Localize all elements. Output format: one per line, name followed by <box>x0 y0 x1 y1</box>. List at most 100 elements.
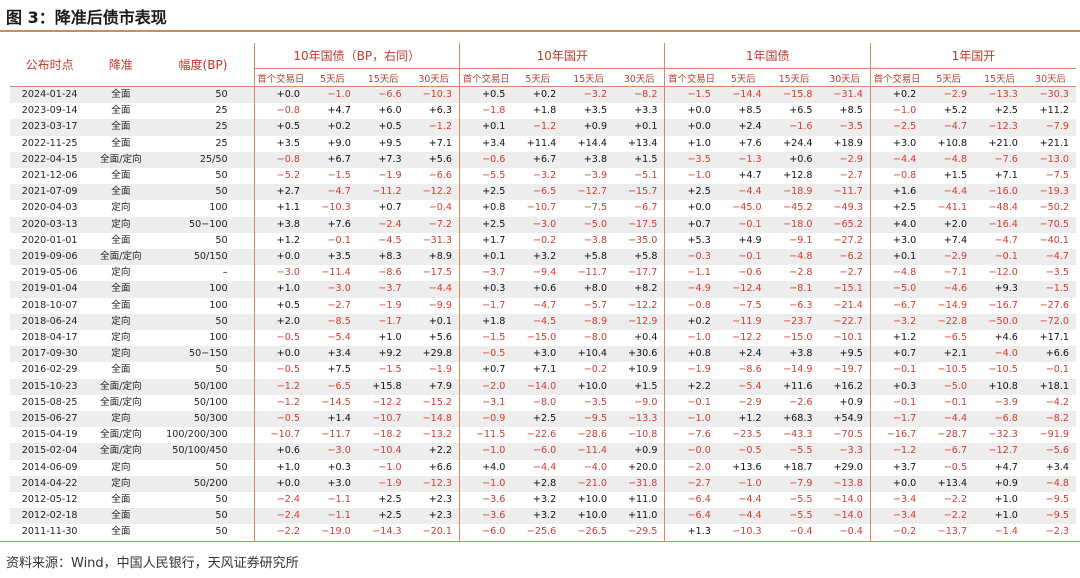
sub-header-cell: 30天后 <box>819 68 871 87</box>
size-cell: 50 <box>152 313 255 331</box>
value-cell: −0.3 <box>664 249 718 266</box>
value-cell: −2.7 <box>839 170 863 182</box>
size-cell: 50/150 <box>152 249 255 266</box>
value-cell: −1.5 <box>664 86 718 104</box>
value-cell: +1.0 <box>253 459 307 476</box>
value-cell: +5.8 <box>563 249 615 266</box>
value-cell: −10.5 <box>937 364 968 376</box>
value-cell: −0.1 <box>1045 364 1069 376</box>
value-cell: −10.3 <box>732 526 762 538</box>
value-cell: −1.2 <box>512 119 564 136</box>
value-cell: −3.0 <box>512 216 564 233</box>
value-cell: −6.0 <box>458 524 513 541</box>
table-row: 2016-02-29 全面 50 −0.5 +7.5 −1.5 −1.9 +0.7 +7.1 −0… <box>10 362 1076 379</box>
value-cell: +0.9 <box>563 119 615 136</box>
sub-header-cell: 30天后 <box>1024 68 1076 87</box>
date-cell: 2018-06-24 <box>10 313 90 331</box>
value-cell: −17.7 <box>628 267 658 279</box>
value-cell: −3.2 <box>563 86 615 104</box>
date-cell: 2012-02-18 <box>10 508 90 525</box>
value-cell: −2.4 <box>357 216 409 233</box>
type-cell: 全面/定向 <box>89 151 153 169</box>
size-cell: 25 <box>152 119 255 136</box>
value-cell: −7.6 <box>664 427 718 444</box>
date-cell: 2012-05-12 <box>21 494 78 506</box>
value-cell: −4.8 <box>923 151 975 169</box>
value-cell: −31.3 <box>422 234 452 246</box>
value-cell: −5.2 <box>253 168 307 185</box>
date-cell: 2014-06-09 <box>21 461 78 473</box>
value-cell: +3.4 <box>306 346 358 363</box>
value-cell: +0.0 <box>253 249 307 266</box>
value-cell: +0.5 <box>253 297 307 314</box>
value-cell: +2.0 <box>923 216 975 233</box>
value-cell: +9.3 <box>974 281 1025 298</box>
value-cell: −1.1 <box>664 265 718 282</box>
value-cell: −31.4 <box>819 86 871 104</box>
value-cell: +2.7 <box>253 184 307 201</box>
type-cell: 全面 <box>111 137 131 149</box>
sub-header-cell: 5天后 <box>306 68 358 87</box>
value-cell: −49.3 <box>833 202 863 214</box>
value-cell: −1.9 <box>378 170 402 182</box>
value-cell: +0.3 <box>458 281 513 298</box>
sub-header-cell: 5天后 <box>512 68 564 87</box>
sub-header-cell: 首个交易日 <box>458 68 513 87</box>
table-row: 2022-04-15 全面/定向 25/50 −0.8 +6.7 +7.3 +5.6 −0.6… <box>10 151 1076 169</box>
value-cell: −3.7 <box>458 265 513 282</box>
value-cell: −6.5 <box>943 332 968 344</box>
table-row: 2012-02-18 全面 50 −2.4 −1.1 +2.5 +2.3 −3.6 +3.2 +1… <box>10 508 1076 525</box>
value-cell: −12.2 <box>732 332 762 344</box>
value-cell: +54.9 <box>819 411 871 428</box>
table-row: 2022-11-25 全面 25 +3.5 +9.0 +9.5 +7.1 +3.4 +11.4 +… <box>10 135 1076 152</box>
date-cell: 2019-09-06 <box>10 249 90 266</box>
value-cell: −8.9 <box>563 313 615 331</box>
value-cell: −2.3 <box>1045 526 1069 538</box>
value-cell: −1.4 <box>994 526 1018 538</box>
date-cell: 2021-07-09 <box>10 184 90 201</box>
value-cell: +7.6 <box>738 137 762 149</box>
value-cell: +11.2 <box>1039 105 1069 117</box>
value-cell: −32.3 <box>988 429 1018 441</box>
value-cell: −0.1 <box>717 216 769 233</box>
value-cell: +68.3 <box>768 411 820 428</box>
value-cell: −0.8 <box>664 297 718 314</box>
value-cell: +7.5 <box>327 364 351 376</box>
table-row: 2018-06-24 定向 50 +2.0 −8.5 −1.7 +0.1 +1.8 −4.5 −8… <box>10 313 1076 331</box>
value-cell: −16.7 <box>988 299 1018 311</box>
value-cell: +0.5 <box>357 119 409 136</box>
header-group-10y-cgb: 10年国债（BP，右同） <box>253 43 460 69</box>
value-cell: +0.1 <box>614 119 665 136</box>
value-cell: +3.8 <box>253 216 307 233</box>
value-cell: −10.7 <box>357 411 409 428</box>
value-cell: −0.1 <box>664 394 718 412</box>
value-cell: −2.7 <box>839 267 863 279</box>
value-cell: +15.8 <box>357 378 409 395</box>
value-cell: +18.7 <box>783 461 813 473</box>
value-cell: −12.9 <box>614 313 665 331</box>
value-cell: −9.9 <box>428 299 452 311</box>
value-cell: +1.0 <box>253 281 307 298</box>
value-cell: −0.2 <box>869 524 924 541</box>
value-cell: −23.7 <box>768 313 820 331</box>
value-cell: +0.2 <box>512 86 564 104</box>
value-cell: +0.9 <box>839 396 863 408</box>
date-cell: 2019-05-06 <box>21 267 78 279</box>
type-cell: 全面 <box>111 364 131 376</box>
value-cell: +1.2 <box>717 411 769 428</box>
value-cell: −8.0 <box>583 332 608 344</box>
sub-header-cell: 首个交易日 <box>253 68 307 87</box>
value-cell: +10.8 <box>937 137 968 149</box>
value-cell: −13.3 <box>614 411 665 428</box>
value-cell: −1.0 <box>664 168 718 185</box>
value-cell: −13.0 <box>1024 151 1076 169</box>
value-cell: −9.5 <box>563 411 615 428</box>
date-cell: 2019-01-04 <box>10 281 90 298</box>
value-cell: +2.1 <box>923 346 975 363</box>
value-cell: −6.0 <box>512 443 564 460</box>
sub-header-cell: 15天后 <box>768 68 820 87</box>
value-cell: −15.2 <box>422 396 452 408</box>
value-cell: −4.9 <box>664 281 718 298</box>
type-cell: 全面/定向 <box>89 378 153 395</box>
value-cell: −15.1 <box>819 281 871 298</box>
